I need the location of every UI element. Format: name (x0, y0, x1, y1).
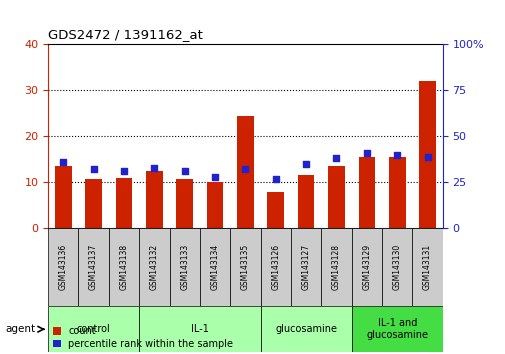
Text: control: control (77, 324, 110, 334)
Point (180, 169, 188, 174)
Bar (48, 228, 78, 306)
Bar (48, 306, 139, 352)
Point (59, 159, 67, 165)
Bar (116, 178, 132, 228)
Text: GSM143132: GSM143132 (149, 244, 159, 290)
Text: GSM143133: GSM143133 (180, 244, 189, 290)
Text: GSM143129: GSM143129 (362, 244, 371, 290)
Point (89, 167, 97, 172)
Text: GSM143138: GSM143138 (119, 244, 128, 290)
Point (423, 154, 431, 159)
Text: GSM143134: GSM143134 (210, 244, 219, 290)
Bar (236, 115, 253, 228)
Bar (199, 228, 230, 306)
Bar (351, 228, 381, 306)
Bar (55, 166, 72, 228)
Point (332, 155, 340, 161)
Bar (412, 228, 442, 306)
Bar (267, 193, 284, 228)
Text: IL-1 and
glucosamine: IL-1 and glucosamine (366, 318, 427, 340)
Point (362, 150, 370, 156)
Text: GSM143135: GSM143135 (240, 244, 249, 290)
Text: GSM143128: GSM143128 (331, 244, 340, 290)
Bar (260, 228, 290, 306)
Bar (139, 228, 169, 306)
Point (211, 174, 219, 179)
Bar (328, 166, 344, 228)
Text: GSM143136: GSM143136 (59, 244, 68, 290)
Bar (230, 228, 260, 306)
Bar (78, 228, 109, 306)
Bar (388, 157, 405, 228)
Bar (351, 306, 442, 352)
Text: agent: agent (6, 324, 36, 334)
Bar (109, 228, 139, 306)
Bar (419, 81, 435, 228)
Bar (139, 306, 260, 352)
Text: GSM143131: GSM143131 (422, 244, 431, 290)
Point (301, 161, 310, 167)
Text: GSM143127: GSM143127 (301, 244, 310, 290)
Text: GDS2472 / 1391162_at: GDS2472 / 1391162_at (48, 28, 203, 41)
Point (271, 176, 279, 182)
Bar (297, 176, 314, 228)
Bar (207, 182, 223, 228)
Bar (260, 306, 351, 352)
Point (392, 152, 400, 158)
Bar (176, 179, 193, 228)
Bar (146, 171, 163, 228)
Bar (85, 179, 102, 228)
Text: glucosamine: glucosamine (275, 324, 336, 334)
Point (150, 165, 158, 170)
Text: IL-1: IL-1 (190, 324, 209, 334)
Point (241, 167, 249, 172)
Bar (381, 228, 412, 306)
Text: GSM143130: GSM143130 (392, 244, 401, 290)
Text: GSM143126: GSM143126 (271, 244, 280, 290)
Bar (169, 228, 199, 306)
Bar (290, 228, 321, 306)
Point (120, 169, 128, 174)
Bar (358, 157, 375, 228)
Text: GSM143137: GSM143137 (89, 244, 98, 290)
Legend: count, percentile rank within the sample: count, percentile rank within the sample (53, 326, 233, 349)
Bar (321, 228, 351, 306)
